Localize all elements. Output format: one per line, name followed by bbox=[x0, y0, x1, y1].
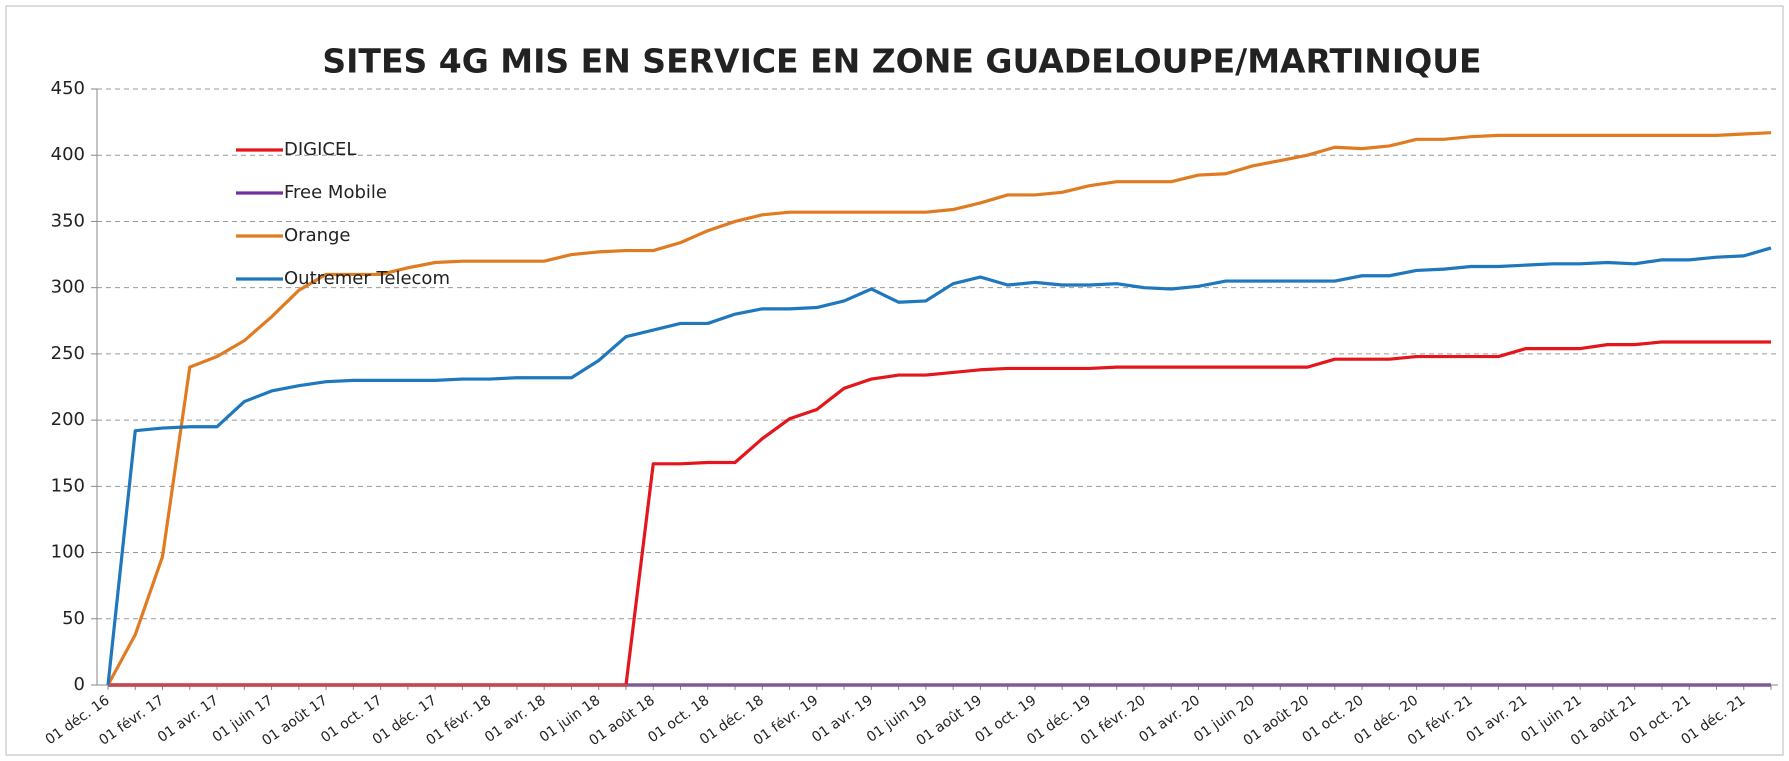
y-tick-label: 100 bbox=[51, 542, 85, 563]
y-tick-label: 0 bbox=[74, 674, 85, 695]
series-line bbox=[106, 131, 1772, 686]
chart-frame bbox=[5, 5, 1784, 756]
y-tick-label: 400 bbox=[51, 144, 85, 165]
chart-title: SITES 4G MIS EN SERVICE EN ZONE GUADELOU… bbox=[322, 42, 1481, 81]
y-tick-label: 50 bbox=[62, 608, 85, 629]
legend-label: Free Mobile bbox=[284, 182, 387, 203]
y-tick-label: 450 bbox=[51, 78, 85, 99]
y-tick-label: 200 bbox=[51, 409, 85, 430]
y-tick-label: 350 bbox=[51, 210, 85, 231]
legend-label: Orange bbox=[284, 225, 351, 246]
legend-label: Outremer Telecom bbox=[284, 268, 450, 289]
series-line bbox=[106, 246, 1772, 686]
y-tick-label: 250 bbox=[51, 343, 85, 364]
y-tick-label: 150 bbox=[51, 475, 85, 496]
legend-label: DIGICEL bbox=[284, 139, 356, 160]
y-tick-label: 300 bbox=[51, 277, 85, 298]
